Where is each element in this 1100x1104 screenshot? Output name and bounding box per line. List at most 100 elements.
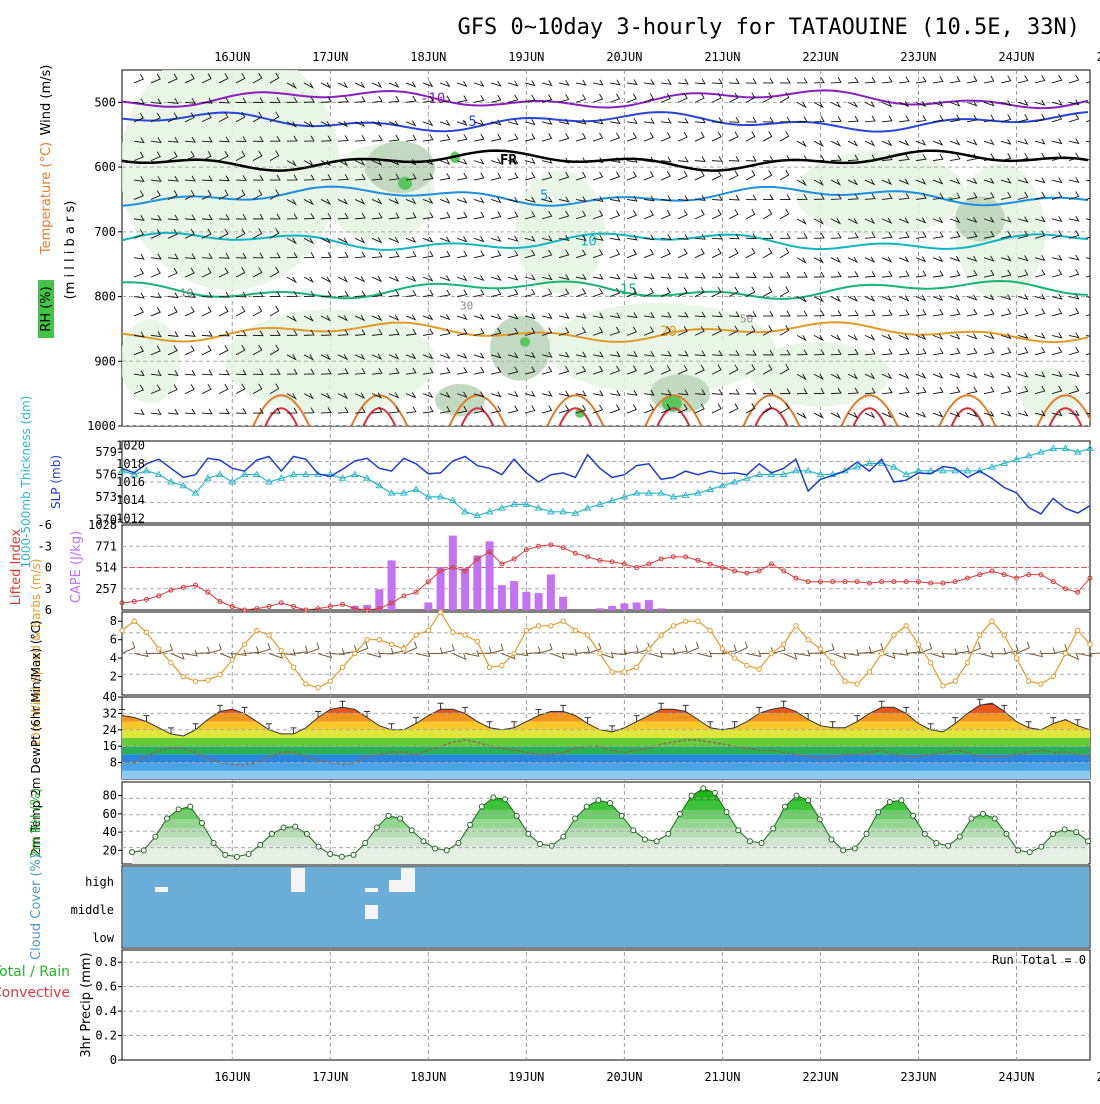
wind-barb <box>1051 138 1063 145</box>
wind-barb <box>575 157 587 164</box>
wind-barb <box>558 171 570 181</box>
lifted-index-point <box>928 580 934 586</box>
wind-10m-barb <box>820 643 835 654</box>
wind-barb <box>524 172 536 181</box>
wind-barb <box>422 314 434 321</box>
wind-barb <box>983 192 995 200</box>
wind-barb <box>473 119 485 126</box>
wind-barb <box>490 211 502 220</box>
wind-barb <box>592 351 604 358</box>
wind-barb <box>184 253 196 260</box>
wind-barb <box>490 327 502 336</box>
wind-barb <box>286 252 298 259</box>
wind-barb <box>643 350 655 357</box>
wind-barb <box>422 197 434 204</box>
wind-barb <box>354 212 366 220</box>
wind-barb <box>864 295 876 302</box>
wind-barb <box>388 314 400 321</box>
wind-barb <box>932 386 944 395</box>
rh-color-band <box>132 788 1088 792</box>
wind-barb <box>966 294 978 301</box>
wind-barb <box>388 212 400 220</box>
wind-barb <box>490 119 502 126</box>
wind-speed-point <box>572 627 579 634</box>
wind-barb <box>847 412 859 419</box>
lifted-index-point <box>180 584 186 590</box>
wind-barb <box>422 275 434 282</box>
wind-barb <box>677 156 689 163</box>
lifted-index-point <box>217 599 223 604</box>
wind-speed-point <box>977 632 983 638</box>
wind-barb <box>779 310 791 317</box>
wind-barb <box>881 334 893 341</box>
rh-point <box>537 840 544 847</box>
rh-color-band <box>132 827 1088 838</box>
wind-barb <box>728 131 739 142</box>
wind-barb <box>218 291 230 298</box>
cape-bar <box>387 560 396 610</box>
wind-barb <box>643 312 655 318</box>
rh-point <box>443 847 450 854</box>
wind-barb <box>388 173 400 181</box>
temp-minmax-bar <box>143 715 150 722</box>
wind-barb <box>1034 138 1046 145</box>
wind-barb <box>1034 99 1046 106</box>
wind-barb <box>915 76 927 84</box>
wind-barb <box>796 412 807 420</box>
wind-10m-barb <box>1040 647 1056 654</box>
wind-barb <box>728 272 740 279</box>
cloud-cover-fill <box>123 867 1089 947</box>
slp-axis-label: SLP (mb) <box>49 455 63 509</box>
wind-barb <box>490 172 502 181</box>
wind-barb <box>983 294 995 301</box>
isotherm-label: -10 <box>420 91 445 107</box>
wind-barb <box>1000 114 1012 123</box>
wind-barb <box>932 333 944 340</box>
wind-barb <box>524 327 536 336</box>
wind-speed-point <box>474 638 481 645</box>
wind-barb <box>439 211 451 220</box>
rh-contour-label: 10 <box>180 287 193 300</box>
cape-bar <box>522 591 531 610</box>
wind-barb <box>303 237 315 245</box>
rh-point <box>653 838 660 845</box>
wind-barb <box>881 154 893 162</box>
wind-barb <box>626 156 638 163</box>
isotherm-loop <box>252 394 311 426</box>
rh-point <box>513 812 520 819</box>
wind-barb <box>864 101 876 108</box>
wind-barb <box>779 247 790 259</box>
wind-barb <box>813 218 825 225</box>
lifted-index-point <box>756 568 762 574</box>
thickness-point <box>534 504 543 511</box>
wind-barb <box>966 231 978 239</box>
wind-10m-barb <box>207 643 222 654</box>
wind-barb <box>303 82 315 89</box>
wind-barb <box>405 314 417 321</box>
thickness-point <box>1086 444 1094 451</box>
wind-barb <box>558 249 570 259</box>
wind-barb <box>184 175 196 182</box>
wind-10m-barb <box>354 642 369 654</box>
wind-barb <box>762 155 774 162</box>
lifted-index-tick-label: 0 <box>45 561 52 575</box>
cape-bar <box>375 589 384 610</box>
rh-shade <box>662 395 682 412</box>
wind-barb <box>303 121 315 128</box>
wind-barb <box>1051 269 1063 278</box>
wind-barb <box>507 366 519 375</box>
wind-barb <box>337 251 349 259</box>
wind-barb <box>711 272 723 279</box>
wind-barb <box>609 157 621 164</box>
wind-barb <box>983 308 995 317</box>
rh-point <box>583 803 590 810</box>
cape-bar <box>595 608 604 610</box>
thickness-point <box>828 470 837 478</box>
wind-10m-barb <box>1077 650 1093 657</box>
wind-barb <box>864 232 876 239</box>
lifted-index-point <box>119 600 125 606</box>
lifted-index-tick-label: -3 <box>38 539 52 553</box>
wind-barb <box>286 199 297 206</box>
lifted-index-point <box>168 587 174 593</box>
wind-barb <box>405 173 417 181</box>
